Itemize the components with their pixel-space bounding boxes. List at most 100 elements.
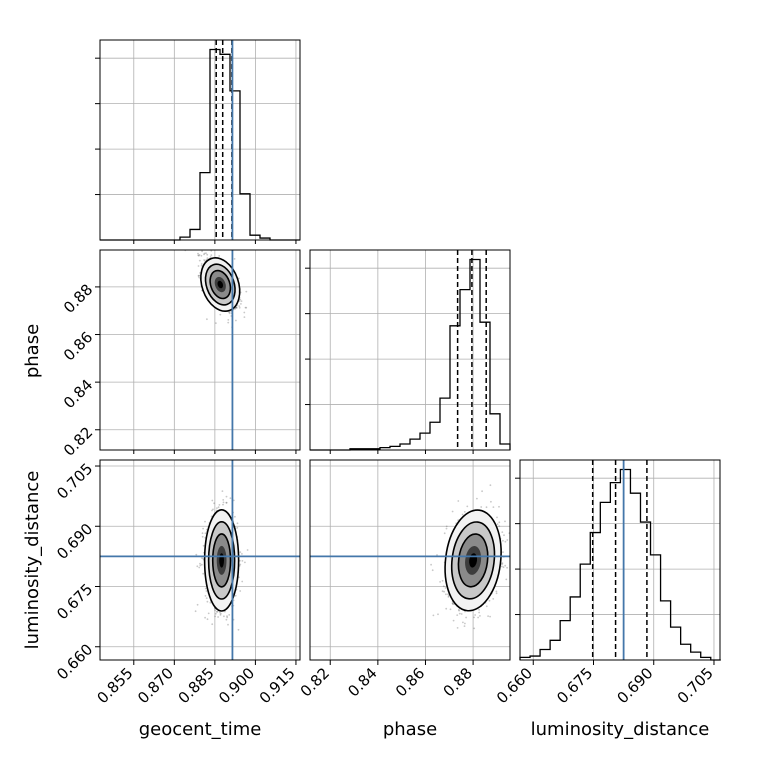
- sample-point: [458, 608, 460, 611]
- sample-point: [489, 484, 492, 487]
- sample-point: [506, 566, 508, 569]
- sample-point: [489, 615, 491, 618]
- sample-point: [206, 600, 209, 603]
- sample-point: [227, 319, 230, 321]
- sample-point: [447, 596, 450, 598]
- sample-point: [209, 256, 212, 258]
- sample-point: [198, 566, 201, 569]
- sample-point: [456, 614, 459, 616]
- sample-point: [490, 500, 492, 503]
- sample-point: [239, 563, 242, 566]
- sample-point: [245, 290, 248, 293]
- sample-point: [200, 263, 203, 265]
- sample-point: [204, 595, 207, 597]
- sample-point: [240, 300, 243, 302]
- sample-point: [203, 252, 206, 255]
- sample-point: [452, 619, 455, 622]
- sample-point: [238, 277, 240, 280]
- sample-point: [506, 539, 509, 541]
- sample-point: [244, 561, 246, 564]
- sample-point: [196, 565, 199, 568]
- sample-point: [205, 597, 208, 599]
- sample-point: [488, 599, 491, 602]
- sample-point: [462, 621, 464, 624]
- sample-point: [445, 593, 447, 596]
- sample-point: [225, 501, 228, 504]
- sample-point: [234, 594, 237, 597]
- sample-point: [449, 608, 452, 611]
- sample-point: [432, 614, 435, 617]
- sample-point: [241, 553, 243, 555]
- sample-point: [219, 313, 222, 316]
- hist-panel-luminosity-distance: [515, 459, 721, 661]
- sample-point: [217, 616, 220, 618]
- sample-point: [234, 308, 236, 310]
- sample-point: [218, 255, 221, 257]
- sample-point: [238, 306, 241, 309]
- ylabel-luminosity-distance: luminosity_distance: [22, 471, 43, 650]
- sample-point: [504, 520, 506, 523]
- sample-point: [226, 616, 229, 619]
- sample-point: [502, 539, 504, 542]
- sample-point: [204, 520, 206, 523]
- sample-point: [201, 532, 204, 535]
- sample-point: [496, 516, 498, 519]
- sample-point: [197, 265, 200, 267]
- sample-point: [194, 610, 197, 613]
- sample-point: [219, 611, 221, 614]
- sample-point: [205, 252, 207, 255]
- sample-point: [474, 614, 476, 616]
- sample-point: [235, 306, 238, 309]
- sample-point: [205, 590, 208, 592]
- sample-point: [439, 581, 441, 583]
- sample-point: [195, 553, 198, 556]
- sample-point: [202, 558, 205, 560]
- sample-point: [202, 572, 205, 575]
- sample-point: [202, 544, 205, 547]
- sample-point: [206, 257, 209, 259]
- sample-point: [223, 615, 225, 618]
- sample-point: [222, 499, 225, 501]
- sample-point: [197, 274, 200, 277]
- sample-point: [458, 609, 460, 612]
- sample-point: [452, 602, 454, 605]
- sample-point: [206, 253, 209, 256]
- sample-point: [201, 557, 203, 559]
- sample-point: [504, 540, 507, 543]
- sample-point: [227, 623, 229, 626]
- xlabel-phase: phase: [383, 719, 437, 740]
- sample-point: [447, 594, 450, 597]
- sample-point: [498, 521, 501, 524]
- sample-point: [240, 303, 242, 305]
- sample-point: [203, 253, 205, 256]
- density-frame: [99, 249, 301, 451]
- sample-point: [244, 306, 247, 309]
- hist-frame-luminosity-distance: [519, 459, 721, 661]
- sample-point: [239, 298, 242, 301]
- sample-point: [487, 615, 489, 617]
- sample-point: [201, 535, 204, 538]
- sample-point: [442, 585, 445, 588]
- sample-point: [239, 551, 242, 553]
- sample-point: [207, 612, 210, 615]
- sample-point: [198, 254, 200, 257]
- sample-point: [495, 590, 498, 593]
- sample-point: [214, 609, 217, 611]
- sample-point: [204, 616, 207, 619]
- sample-point: [236, 526, 239, 529]
- sample-point: [492, 598, 495, 600]
- density-frame: [99, 459, 301, 661]
- sample-point: [229, 497, 232, 500]
- sample-point: [211, 499, 214, 502]
- sample-point: [478, 608, 480, 611]
- sample-point: [441, 579, 444, 582]
- sample-point: [441, 590, 444, 593]
- sample-point: [480, 506, 483, 508]
- hist-frame-geocent-time: [99, 39, 301, 241]
- sample-point: [500, 565, 503, 568]
- sample-point: [225, 495, 228, 498]
- sample-point: [215, 610, 218, 613]
